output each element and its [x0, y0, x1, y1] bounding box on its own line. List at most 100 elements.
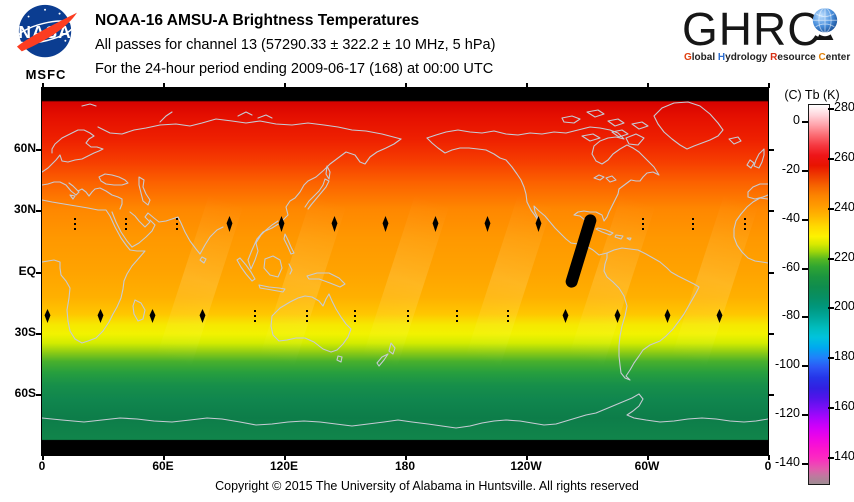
colorbar-title: (C) Tb (K): [784, 88, 840, 102]
data-gap-dots: [456, 310, 458, 322]
lon-tick-bottom: [42, 455, 44, 460]
lon-tick-top: [284, 83, 286, 88]
ghrc-tagline-initial-1: H: [717, 52, 726, 63]
lon-tick-bottom: [768, 455, 770, 460]
copyright-text: Copyright © 2015 The University of Alaba…: [215, 479, 639, 493]
cb-c-label--120: -120: [774, 406, 800, 420]
data-gap-dots: [744, 218, 746, 230]
lon-label-0: 0: [38, 459, 46, 473]
ghrc-tagline-initial-2: R: [770, 52, 778, 63]
cb-c-label--100: -100: [774, 357, 800, 371]
lat-tick-right: [768, 149, 774, 151]
cb-k-tick: [828, 307, 834, 309]
lon-label-3: 180: [394, 459, 416, 473]
cb-c-tick: [802, 219, 808, 221]
lon-tick-bottom: [284, 455, 286, 460]
data-gap-diamond: [382, 216, 389, 232]
cb-c-tick: [802, 170, 808, 172]
cb-c-label--80: -80: [781, 308, 800, 322]
cb-k-tick: [828, 407, 834, 409]
cb-k-label-240: 240: [834, 200, 854, 214]
lat-tick-left: [36, 149, 42, 151]
lon-tick-top: [42, 83, 44, 88]
data-gap-dots: [125, 218, 127, 230]
cb-c-tick: [802, 121, 808, 123]
cb-c-label-0: 0: [793, 113, 800, 127]
subtitle-period: For the 24-hour period ending 2009-06-17…: [95, 61, 494, 77]
ghrc-tagline-word-1: ydrology: [725, 52, 771, 63]
ghrc-tagline-initial-0: G: [684, 52, 692, 63]
lat-label-EQ: EQ: [18, 264, 36, 278]
lon-label-6: 0: [764, 459, 772, 473]
data-gap-diamond: [716, 309, 723, 323]
cb-c-label--60: -60: [781, 260, 800, 274]
ghrc-logo: GHRC Global Hydrology Resource Center: [670, 4, 850, 84]
lat-tick-left: [36, 333, 42, 335]
lat-tick-left: [36, 272, 42, 274]
lon-tick-bottom: [405, 455, 407, 460]
ghrc-globe-icon: [812, 7, 838, 40]
cb-k-tick: [828, 457, 834, 459]
cb-k-tick: [828, 158, 834, 160]
data-gap-diamond: [535, 216, 542, 232]
lat-label-60S: 60S: [14, 386, 36, 400]
lat-tick-right: [768, 210, 774, 212]
cb-c-label--20: -20: [781, 162, 800, 176]
lon-tick-top: [405, 83, 407, 88]
lat-label-30N: 30N: [13, 202, 36, 216]
ghrc-tagline-word-2: esource: [777, 52, 819, 63]
cb-k-label-260: 260: [834, 150, 854, 164]
lon-tick-top: [163, 83, 165, 88]
lon-label-5: 60W: [634, 459, 660, 473]
data-gap-dots: [507, 310, 509, 322]
data-gap-diamond: [432, 216, 439, 232]
data-gap-dots: [74, 218, 76, 230]
data-gap-diamond: [664, 309, 671, 323]
cb-k-tick: [828, 208, 834, 210]
lon-tick-top: [647, 83, 649, 88]
data-gap-diamond: [149, 309, 156, 323]
cb-c-tick: [802, 414, 808, 416]
cb-c-tick: [802, 268, 808, 270]
cb-k-tick: [828, 258, 834, 260]
lat-tick-right: [768, 333, 774, 335]
cb-k-label-220: 220: [834, 250, 854, 264]
data-gap-dots: [306, 310, 308, 322]
nasa-meatball-icon: NASA: [16, 4, 77, 58]
data-gap-dots: [407, 310, 409, 322]
lon-label-1: 60E: [152, 459, 174, 473]
title-block: NOAA-16 AMSU-A Brightness Temperatures A…: [95, 9, 495, 81]
lat-label-60N: 60N: [13, 141, 36, 155]
lat-tick-left: [36, 394, 42, 396]
cb-k-label-140: 140: [834, 449, 854, 463]
data-gap-dots: [354, 310, 356, 322]
map-plot: [41, 87, 769, 456]
data-gap-diamond: [44, 309, 51, 323]
data-gap-dots: [642, 218, 644, 230]
cb-k-label-180: 180: [834, 349, 854, 363]
data-gap-diamond: [278, 216, 285, 232]
lon-label-4: 120W: [510, 459, 542, 473]
data-gap-diamond: [331, 216, 338, 232]
data-gap-diamond: [614, 309, 621, 323]
cb-c-tick: [802, 463, 808, 465]
data-gap-diamond: [226, 216, 233, 232]
cb-k-label-200: 200: [834, 299, 854, 313]
subtitle-channel: All passes for channel 13 (57290.33 ± 32…: [95, 37, 496, 53]
lat-label-30S: 30S: [14, 325, 36, 339]
data-gap-diamond: [484, 216, 491, 232]
data-gap-dots: [176, 218, 178, 230]
data-gap-diamond: [97, 309, 104, 323]
lat-tick-right: [768, 272, 774, 274]
ghrc-tagline-word-0: lobal: [691, 52, 718, 63]
cb-k-label-280: 280: [834, 100, 854, 114]
data-gap-dots: [254, 310, 256, 322]
header: NASA MSFC NOAA-16 AMSU-A Brightness Temp…: [0, 0, 854, 88]
lon-tick-top: [526, 83, 528, 88]
colorbar-bar: [808, 104, 830, 485]
page-title: NOAA-16 AMSU-A Brightness Temperatures: [95, 12, 420, 29]
data-gap-diamond: [199, 309, 206, 323]
lat-tick-right: [768, 394, 774, 396]
cb-c-tick: [802, 365, 808, 367]
